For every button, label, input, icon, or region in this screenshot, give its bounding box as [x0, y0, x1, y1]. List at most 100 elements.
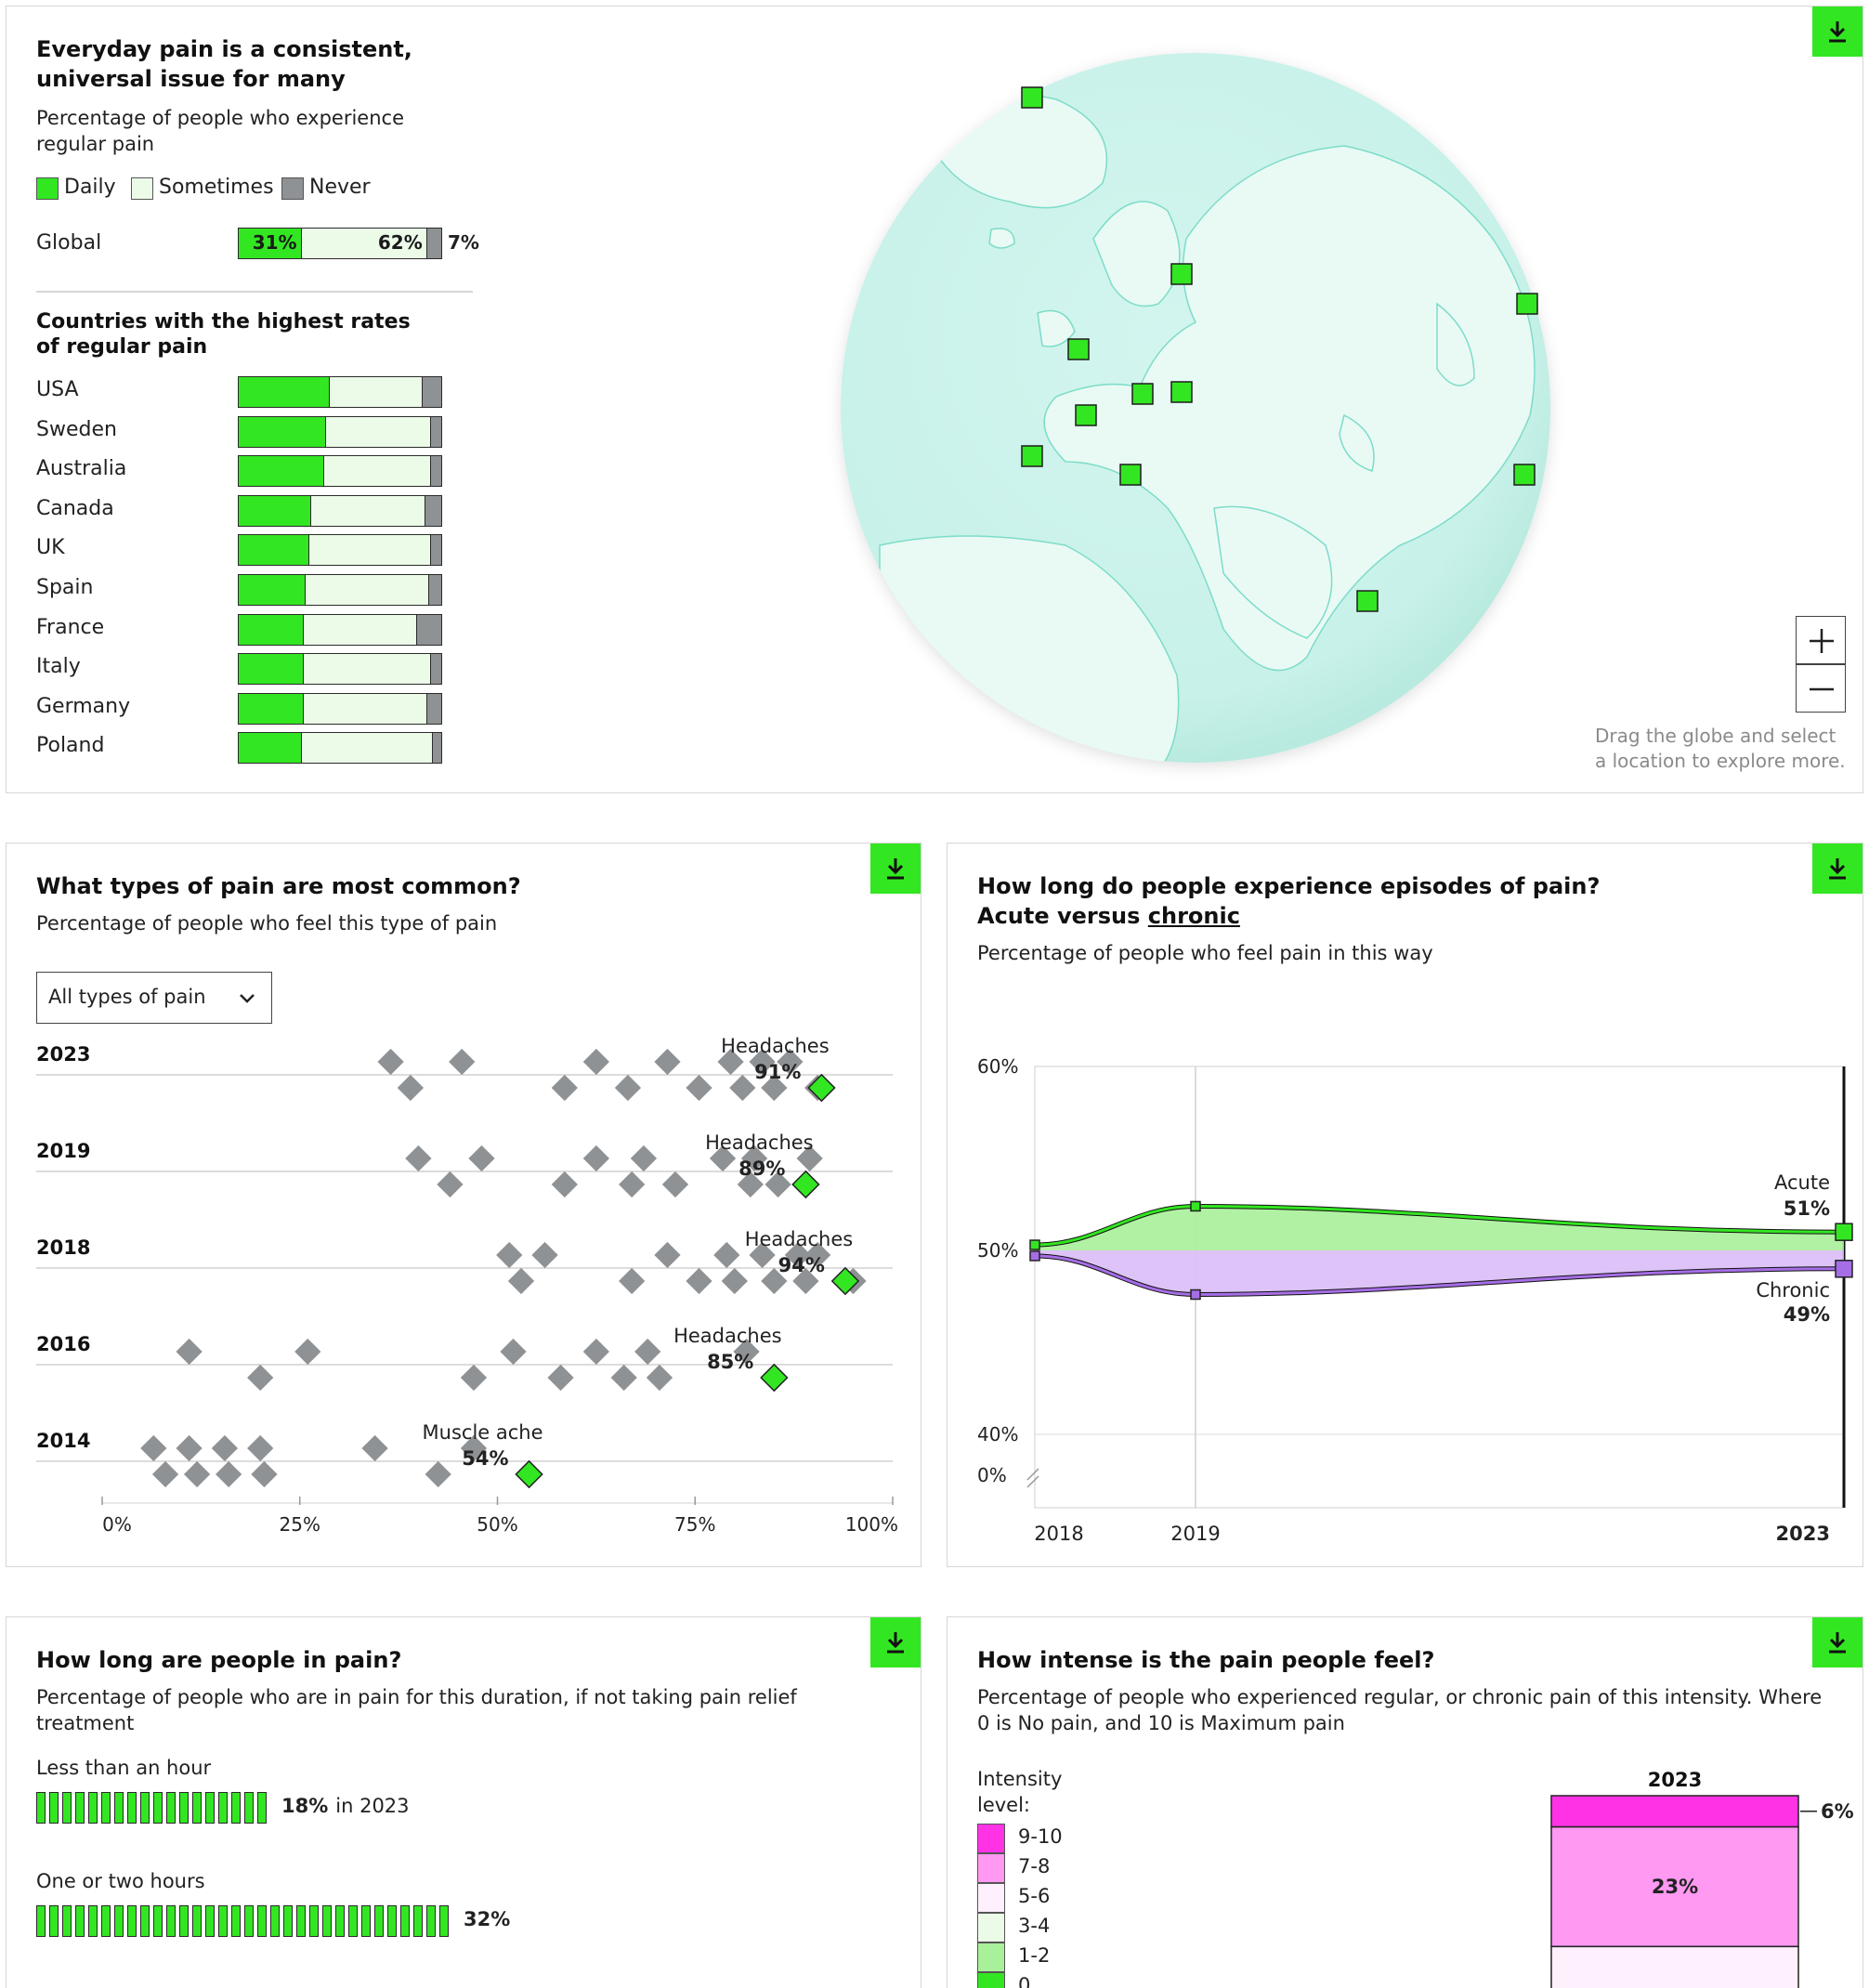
pain-type-dot[interactable] — [610, 1364, 637, 1392]
pain-type-dot[interactable] — [792, 1267, 819, 1295]
pain-type-dot[interactable] — [496, 1241, 523, 1269]
pain-type-dot[interactable] — [247, 1434, 274, 1462]
location-marker[interactable] — [1170, 381, 1193, 403]
series-point[interactable] — [1190, 1200, 1201, 1212]
zoom-out-button[interactable] — [1796, 664, 1846, 713]
pain-type-dot[interactable] — [654, 1048, 681, 1076]
pain-type-dot[interactable] — [630, 1144, 658, 1172]
pain-type-dot[interactable] — [737, 1171, 764, 1198]
pain-type-dot[interactable] — [582, 1144, 610, 1172]
location-marker[interactable] — [1131, 383, 1154, 405]
pain-type-dot[interactable] — [397, 1074, 425, 1102]
pain-type-dot[interactable] — [437, 1171, 464, 1198]
highlight-dot[interactable] — [807, 1073, 836, 1103]
location-marker[interactable] — [1021, 445, 1043, 467]
intensity-segment[interactable] — [1550, 1825, 1799, 1948]
pain-type-dot[interactable] — [784, 1241, 812, 1269]
pain-type-dot[interactable] — [211, 1434, 239, 1462]
duration-cell — [244, 1905, 254, 1937]
intensity-segment[interactable] — [1550, 1795, 1799, 1828]
location-marker[interactable] — [1356, 590, 1379, 612]
pain-type-dot[interactable] — [468, 1144, 495, 1172]
pain-type-dot[interactable] — [619, 1267, 646, 1295]
pain-type-dot[interactable] — [777, 1048, 804, 1076]
pain-type-dot[interactable] — [713, 1241, 740, 1269]
pain-type-dot[interactable] — [709, 1144, 737, 1172]
pain-type-dot[interactable] — [740, 1144, 768, 1172]
pain-type-dot[interactable] — [619, 1171, 646, 1198]
pain-type-dot[interactable] — [686, 1267, 712, 1295]
pain-type-dot[interactable] — [749, 1241, 776, 1269]
pain-type-dot[interactable] — [151, 1460, 179, 1488]
download-button[interactable] — [1812, 844, 1862, 894]
series-point[interactable] — [1835, 1223, 1853, 1241]
pain-type-dot[interactable] — [216, 1460, 242, 1488]
pain-type-dot[interactable] — [405, 1144, 432, 1172]
location-marker[interactable] — [1119, 464, 1142, 486]
pain-type-dot[interactable] — [425, 1460, 451, 1488]
series-point[interactable] — [1190, 1288, 1201, 1301]
pain-type-dot[interactable] — [721, 1267, 748, 1295]
pain-type-dot[interactable] — [661, 1171, 689, 1198]
pain-type-dot[interactable] — [176, 1434, 203, 1462]
pain-type-dropdown[interactable]: All types of pain — [36, 972, 272, 1024]
pain-type-dot[interactable] — [377, 1048, 404, 1076]
pain-type-dot[interactable] — [749, 1048, 776, 1076]
pain-type-dot[interactable] — [531, 1241, 558, 1269]
pain-type-dot[interactable] — [251, 1460, 278, 1488]
download-button[interactable] — [870, 844, 921, 894]
pain-type-dot[interactable] — [551, 1074, 578, 1102]
pain-type-dot[interactable] — [294, 1338, 321, 1366]
globe-markers[interactable] — [1021, 86, 1538, 612]
highlight-dot[interactable] — [830, 1266, 860, 1296]
pain-type-dot[interactable] — [551, 1171, 578, 1198]
globe-map[interactable] — [824, 25, 1567, 787]
location-marker[interactable] — [1021, 86, 1043, 109]
chronic-link[interactable]: chronic — [1147, 903, 1240, 929]
pain-type-dot[interactable] — [247, 1364, 274, 1392]
series-point[interactable] — [1835, 1260, 1853, 1278]
pain-type-dot[interactable] — [686, 1074, 712, 1102]
pain-type-dot[interactable] — [646, 1364, 673, 1392]
pain-type-dot[interactable] — [547, 1364, 574, 1392]
highlight-dot[interactable] — [760, 1363, 789, 1393]
pain-type-dot[interactable] — [654, 1241, 681, 1269]
pain-type-dot[interactable] — [733, 1338, 760, 1366]
pain-type-dot[interactable] — [729, 1074, 756, 1102]
pain-type-dot[interactable] — [449, 1048, 476, 1076]
pain-type-dot[interactable] — [500, 1338, 527, 1366]
pain-type-dot[interactable] — [761, 1267, 788, 1295]
location-marker[interactable] — [1067, 338, 1090, 360]
pain-type-dot[interactable] — [796, 1144, 823, 1172]
pain-type-dot[interactable] — [140, 1434, 167, 1462]
pain-type-dot[interactable] — [176, 1338, 203, 1366]
pain-type-dot[interactable] — [183, 1460, 211, 1488]
location-marker[interactable] — [1075, 404, 1097, 426]
pain-type-dot[interactable] — [761, 1074, 788, 1102]
year-label: 2018 — [36, 1236, 90, 1259]
legend-never-swatch — [281, 177, 304, 200]
pain-type-dot[interactable] — [507, 1267, 535, 1295]
zoom-in-button[interactable] — [1796, 616, 1846, 664]
pain-type-dot[interactable] — [765, 1171, 791, 1198]
pain-type-dot[interactable] — [804, 1241, 831, 1269]
pain-type-dot[interactable] — [717, 1048, 744, 1076]
pain-type-dot[interactable] — [460, 1364, 488, 1392]
download-button[interactable] — [1812, 7, 1862, 57]
location-marker[interactable] — [1170, 263, 1193, 285]
highlight-dot[interactable] — [791, 1170, 820, 1199]
pain-type-dot[interactable] — [634, 1338, 661, 1366]
location-marker[interactable] — [1513, 464, 1536, 486]
download-button[interactable] — [870, 1617, 921, 1668]
location-marker[interactable] — [1516, 293, 1538, 315]
country-sometimes-segment — [311, 495, 425, 526]
pain-type-dot[interactable] — [361, 1434, 388, 1462]
series-point[interactable] — [1029, 1239, 1040, 1250]
pain-type-dot[interactable] — [460, 1434, 488, 1462]
pain-type-dot[interactable] — [582, 1048, 610, 1076]
download-button[interactable] — [1812, 1617, 1862, 1668]
pain-type-dot[interactable] — [582, 1338, 610, 1366]
pain-type-dot[interactable] — [614, 1074, 642, 1102]
highlight-dot[interactable] — [515, 1459, 543, 1489]
series-point[interactable] — [1029, 1250, 1040, 1262]
